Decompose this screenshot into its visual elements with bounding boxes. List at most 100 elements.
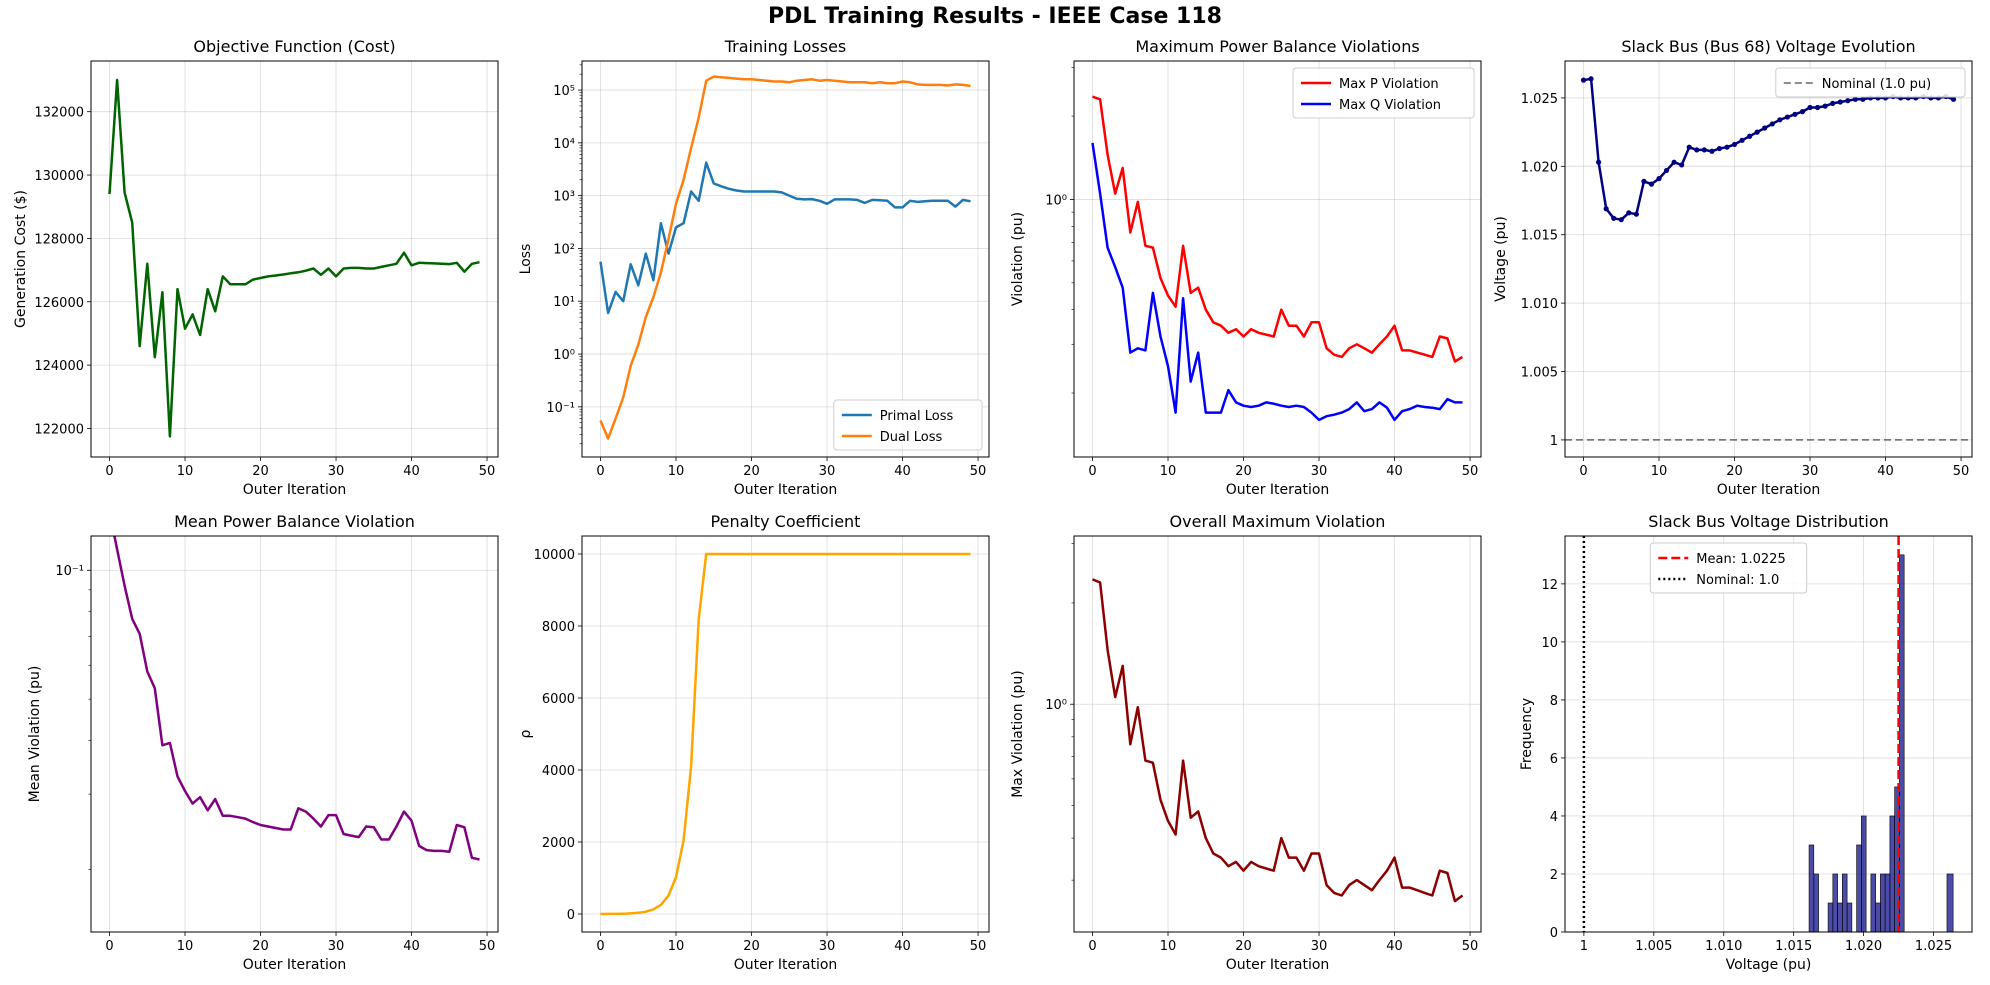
data-point: [1686, 144, 1692, 150]
x-tick-label: 30: [328, 464, 345, 479]
histogram-bar: [1899, 554, 1905, 932]
x-tick-label: 20: [252, 939, 269, 954]
legend-label: Dual Loss: [880, 430, 943, 445]
data-point: [1724, 144, 1730, 150]
axes-frame: [1073, 60, 1482, 458]
histogram-bar: [1870, 873, 1876, 932]
x-tick-label: 20: [1235, 939, 1252, 954]
x-tick-label: 1.020: [1845, 939, 1882, 954]
y-tick-label: 10⁴: [553, 137, 575, 152]
legend: Nominal (1.0 pu): [1775, 67, 1966, 98]
chart-title: Mean Power Balance Violation: [174, 512, 415, 531]
y-tick-label: 128000: [34, 232, 84, 247]
y-tick-label: 0: [567, 908, 575, 923]
y-tick-label: 1.015: [1521, 229, 1558, 244]
histogram-bar: [1832, 873, 1838, 932]
axes-frame: [581, 60, 990, 458]
chart-3: 0 10 20 30 40 50 10⁰ Maximum Power Balance Viol…: [1010, 37, 1482, 498]
x-axis-label: Outer Iteration: [734, 482, 838, 498]
y-tick-label: 1.020: [1521, 160, 1558, 175]
data-point: [1747, 133, 1753, 139]
x-tick-label: 40: [1877, 464, 1894, 479]
chart-2: 0 10 20 30 40 50 10⁻¹ 10⁰ 10¹ 10² 10³ 10⁴ 10⁵ Trainin…: [518, 37, 990, 498]
legend: Max P Violation Max Q Violation: [1292, 67, 1475, 119]
y-tick-label: 4000: [542, 764, 575, 779]
x-tick-label: 30: [1311, 939, 1328, 954]
chart-title: Objective Function (Cost): [193, 37, 395, 56]
data-point: [1580, 77, 1587, 83]
series-line: [599, 75, 971, 440]
data-point: [1701, 147, 1707, 153]
data-point: [1603, 206, 1609, 212]
data-point: [1769, 121, 1775, 127]
y-tick-label: 130000: [34, 169, 84, 184]
x-axis-label: Outer Iteration: [1226, 957, 1330, 973]
y-tick-label: 10⁵: [553, 84, 575, 99]
y-tick-label: 10⁰: [1045, 698, 1067, 713]
x-axis-label: Outer Iteration: [1226, 482, 1330, 498]
y-tick-label: 1: [1550, 434, 1558, 449]
y-tick-label: 6000: [542, 692, 575, 707]
y-tick-label: 0: [1550, 926, 1558, 941]
x-tick-label: 10: [1651, 464, 1668, 479]
chart-title: Maximum Power Balance Violations: [1135, 37, 1419, 56]
y-tick-label: 1.025: [1521, 92, 1558, 107]
x-axis-label: Outer Iteration: [734, 957, 838, 973]
legend-box: [1649, 542, 1808, 594]
y-tick-label: 1.005: [1521, 366, 1558, 381]
chart-title: Slack Bus Voltage Distribution: [1648, 512, 1889, 531]
x-tick-label: 50: [479, 939, 496, 954]
histogram-bar: [1884, 873, 1891, 932]
y-tick-label: 4: [1550, 810, 1558, 825]
x-tick-label: 10: [1160, 464, 1177, 479]
histogram-bar: [1880, 873, 1886, 932]
x-tick-label: 20: [743, 464, 760, 479]
data-point: [1671, 159, 1677, 165]
x-tick-label: 30: [328, 939, 345, 954]
data-point: [1596, 159, 1602, 165]
plot-area: [108, 78, 480, 438]
x-tick-label: 30: [1311, 464, 1328, 479]
x-tick-label: 50: [970, 939, 987, 954]
legend-box: [833, 399, 983, 451]
series-line: [108, 78, 480, 438]
series-line: [1092, 578, 1464, 903]
legend-label: Nominal (1.0 pu): [1822, 77, 1931, 92]
legend-label: Max P Violation: [1339, 77, 1439, 92]
series-line: [600, 552, 971, 916]
x-tick-label: 50: [1462, 464, 1479, 479]
chart-5: 0 10 20 30 40 50 10⁻¹ Mean Power Balance Violat…: [27, 512, 499, 973]
y-tick-label: 10⁻¹: [55, 564, 84, 579]
data-point: [1814, 104, 1821, 111]
plot-area: [1091, 95, 1464, 422]
x-tick-label: 10: [668, 939, 685, 954]
data-point: [1611, 215, 1617, 221]
data-point: [1694, 147, 1700, 153]
chart-1: 0 10 20 30 40 50 122000 124000 126000 128000 13000…: [13, 37, 499, 498]
y-tick-label: 6: [1550, 752, 1558, 767]
legend-label: Primal Loss: [880, 409, 954, 424]
histogram-bar: [1827, 902, 1834, 932]
x-tick-label: 20: [252, 464, 269, 479]
x-tick-label: 40: [1386, 939, 1403, 954]
x-tick-label: 1.010: [1705, 939, 1742, 954]
axes-frame: [1073, 535, 1482, 933]
data-point: [1762, 125, 1768, 131]
y-axis-label: ρ: [518, 729, 534, 738]
histogram-bar: [1894, 786, 1900, 932]
y-tick-label: 122000: [34, 422, 84, 437]
chart-6: 0 10 20 30 40 50 0 2000 4000 6000 8000 10000 Penalty…: [518, 512, 990, 973]
x-tick-label: 40: [403, 464, 420, 479]
x-tick-label: 0: [596, 939, 604, 954]
x-tick-label: 0: [1088, 939, 1096, 954]
x-tick-label: 50: [970, 464, 987, 479]
histogram-bar: [1861, 815, 1867, 932]
y-tick-label: 8: [1550, 694, 1558, 709]
x-tick-label: 20: [1726, 464, 1743, 479]
plot-area: [600, 552, 971, 916]
series-line: [599, 161, 971, 315]
chart-title: Slack Bus (Bus 68) Voltage Evolution: [1621, 37, 1915, 56]
histogram-bar: [1889, 815, 1895, 932]
y-tick-label: 126000: [34, 296, 84, 311]
data-point: [1679, 162, 1685, 168]
